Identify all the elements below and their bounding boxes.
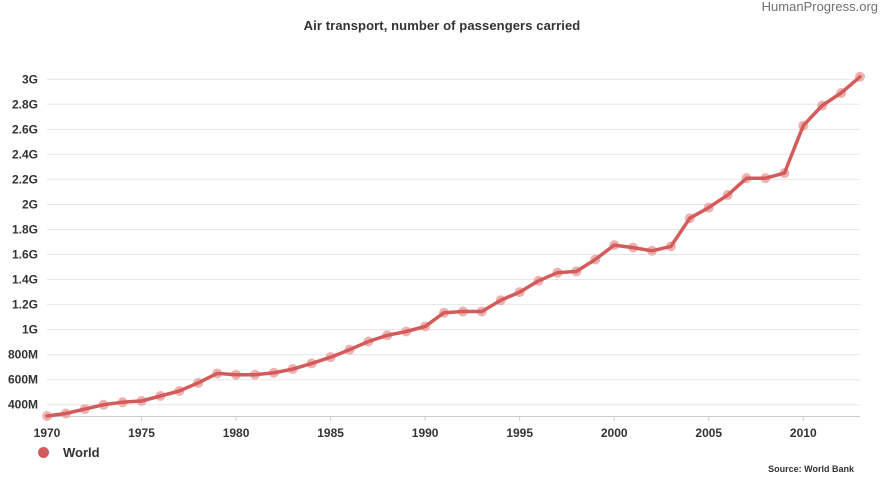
x-tick-label: 2000	[601, 426, 628, 440]
y-tick-label: 600M	[8, 373, 38, 387]
y-tick-label: 2G	[22, 197, 38, 211]
x-tick-label: 2010	[790, 426, 817, 440]
y-tick-label: 800M	[8, 348, 38, 362]
y-tick-label: 2.8G	[12, 97, 38, 111]
x-tick-label: 1975	[128, 426, 155, 440]
y-tick-label: 3G	[22, 72, 38, 86]
y-tick-label: 1.4G	[12, 273, 38, 287]
legend[interactable]: World	[38, 445, 100, 460]
x-tick-label: 1970	[34, 426, 61, 440]
y-tick-label: 1G	[22, 323, 38, 337]
y-tick-label: 1.6G	[12, 248, 38, 262]
series-line-world	[45, 75, 862, 418]
legend-marker	[38, 447, 49, 458]
y-tick-label: 1.8G	[12, 222, 38, 236]
x-tick-label: 1985	[317, 426, 344, 440]
y-tick-label: 2.4G	[12, 147, 38, 161]
y-tick-label: 2.6G	[12, 122, 38, 136]
legend-label-world: World	[63, 445, 100, 460]
y-tick-label: 2.2G	[12, 172, 38, 186]
y-tick-label: 1.2G	[12, 298, 38, 312]
chart-title: Air transport, number of passengers carr…	[303, 18, 581, 33]
x-tick-label: 1990	[412, 426, 439, 440]
source-note: Source: World Bank	[768, 464, 854, 474]
watermark: HumanProgress.org	[761, 0, 878, 14]
x-tick-label: 1995	[506, 426, 533, 440]
x-tick-label: 1980	[223, 426, 250, 440]
y-tick-label: 400M	[8, 398, 38, 412]
x-tick-label: 2005	[695, 426, 722, 440]
